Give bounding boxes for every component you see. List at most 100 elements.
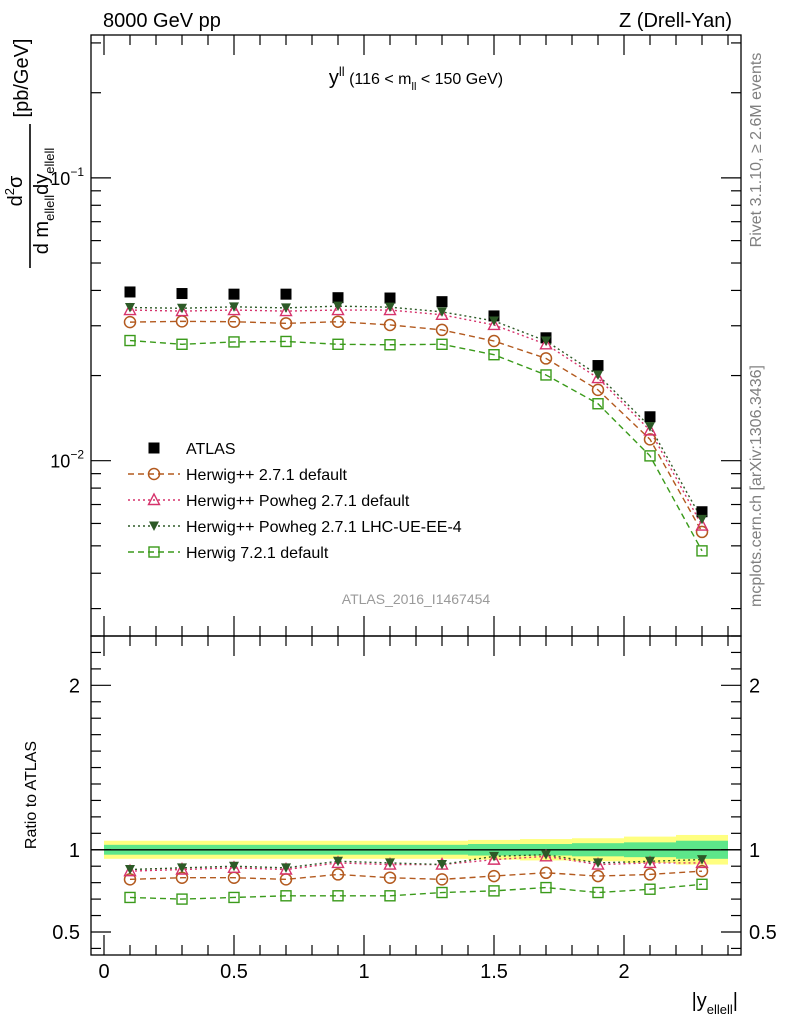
ratio-series-2-point-7	[489, 851, 499, 862]
series-3-point-4	[333, 301, 343, 312]
ratio-series-3-point-3	[280, 890, 292, 902]
main-y-tick-label-base: 10	[50, 452, 70, 472]
series-3-point-6	[437, 307, 447, 317]
ratio-series-3-point-11	[696, 878, 708, 890]
series-3-point-11	[697, 514, 707, 525]
ratio-series-0-point-7	[487, 869, 501, 883]
series-3-point-0	[125, 303, 135, 313]
ratio-series-1-point-9	[591, 857, 605, 870]
x-axis-title-b: |	[733, 990, 738, 1012]
y-axis-den-dy: dy	[31, 174, 53, 195]
ratio-series-1-point-7	[487, 852, 501, 865]
ratio-series-3-point-9	[592, 886, 604, 899]
series-4-point-3	[280, 335, 292, 348]
title-var: y	[329, 67, 339, 89]
series-2-point-11	[695, 518, 709, 531]
series-3-point-5	[385, 302, 395, 313]
legend-label-2: Herwig++ Powheg 2.7.1 default	[186, 493, 410, 510]
series-3-point-7	[489, 316, 499, 326]
header-left-label: 8000 GeV pp	[103, 10, 221, 32]
legend-marker-4	[148, 546, 160, 558]
series-0-point-6	[436, 296, 448, 308]
ratio-y-tick-label-0: 0.5	[52, 922, 80, 944]
ratio-series-0-point-11	[695, 864, 709, 878]
ratio-series-0-point-6	[435, 873, 449, 886]
ratio-series-0-point-5	[383, 871, 397, 884]
ratio-series-3-point-2	[228, 891, 240, 904]
ratio-series-3-point-1	[176, 893, 188, 905]
main-y-tick-label-exp: −2	[70, 448, 84, 462]
ratio-series-3-point-4	[332, 890, 344, 902]
series-2-point-3	[279, 303, 293, 317]
series-1-point-10	[643, 433, 657, 446]
series-4-point-10	[644, 450, 656, 462]
ratio-series-0-point-9	[591, 869, 605, 883]
series-3-point-3	[281, 303, 291, 313]
series-0-point-2	[228, 288, 240, 300]
series-1-point-2	[227, 315, 241, 328]
series-0-point-4	[332, 292, 344, 304]
series-4-point-8	[540, 369, 552, 381]
series-3-point-2	[229, 302, 239, 312]
series-4-point-6	[436, 338, 448, 350]
main-y-tick-label-0: 10−2	[50, 448, 84, 472]
x-tick-label-1: 0.5	[220, 961, 248, 983]
ratio-series-3-point-5	[384, 890, 396, 902]
series-1-point-6	[435, 323, 449, 337]
series-4-point-7	[488, 349, 500, 361]
series-2-point-10	[643, 422, 657, 436]
ratio-line-3	[129, 883, 703, 900]
series-2-point-4	[331, 302, 345, 316]
series-4-point-2	[228, 336, 240, 348]
ratio-y-tick-label-1: 1	[69, 840, 80, 862]
ratio-series-0-point-10	[643, 868, 657, 881]
ratio-series-2-point-11	[697, 855, 707, 865]
ratio-y-tick-label-right-1: 1	[749, 840, 760, 862]
ratio-series-2-point-1	[177, 863, 187, 873]
series-1-point-4	[331, 315, 345, 328]
main-y-tick-label-1: 10−1	[50, 165, 84, 189]
series-0-point-1	[176, 288, 188, 300]
ratio-series-3-point-7	[488, 885, 500, 897]
y-axis-num-sigma: σ	[5, 175, 27, 188]
series-1-point-3	[279, 317, 293, 330]
y-axis-num-d: d	[5, 195, 27, 206]
y-axis-numerator: d2σ	[2, 175, 27, 206]
ratio-series-2-point-3	[281, 863, 291, 873]
series-1-point-7	[487, 334, 501, 348]
series-2-point-0	[123, 302, 137, 316]
x-tick-label-0: 0	[98, 961, 109, 983]
series-1-point-8	[539, 352, 553, 365]
legend-marker-0	[148, 442, 160, 454]
ratio-series-1-point-2	[227, 860, 241, 874]
ratio-series-3-point-10	[644, 883, 656, 895]
series-3-point-9	[593, 370, 603, 380]
series-line-4	[129, 339, 703, 552]
series-1-point-11	[695, 525, 709, 539]
y-axis-den-sub2: ellell	[42, 148, 57, 174]
series-0-point-7	[488, 310, 500, 322]
title-range-a: (116 < m	[345, 71, 412, 88]
series-4-point-0	[124, 334, 136, 347]
series-1-point-5	[383, 318, 397, 332]
ratio-y-tick-label-right-0: 0.5	[749, 922, 777, 944]
ratio-series-2-point-4	[333, 856, 343, 867]
ratio-line-1	[129, 855, 702, 872]
legend-label-0: ATLAS	[186, 441, 236, 458]
ratio-series-1-point-3	[279, 861, 293, 875]
ratio-series-1-point-1	[175, 861, 189, 875]
ratio-series-1-point-11	[695, 855, 709, 869]
series-3-point-8	[541, 336, 551, 346]
legend-marker-2	[147, 492, 161, 506]
series-2-point-6	[435, 307, 449, 320]
plot-title: yll (116 < mll < 150 GeV)	[329, 64, 503, 93]
ratio-series-2-point-10	[645, 856, 655, 867]
x-axis-title: |yellell|	[692, 990, 738, 1017]
y-axis-den-dm: d m	[31, 221, 53, 254]
y-axis-num-sup: 2	[2, 188, 17, 195]
main-y-tick-label-exp: −1	[70, 165, 84, 179]
x-axis-title-sub: ellell	[707, 1002, 733, 1017]
ratio-series-0-point-8	[539, 866, 553, 880]
